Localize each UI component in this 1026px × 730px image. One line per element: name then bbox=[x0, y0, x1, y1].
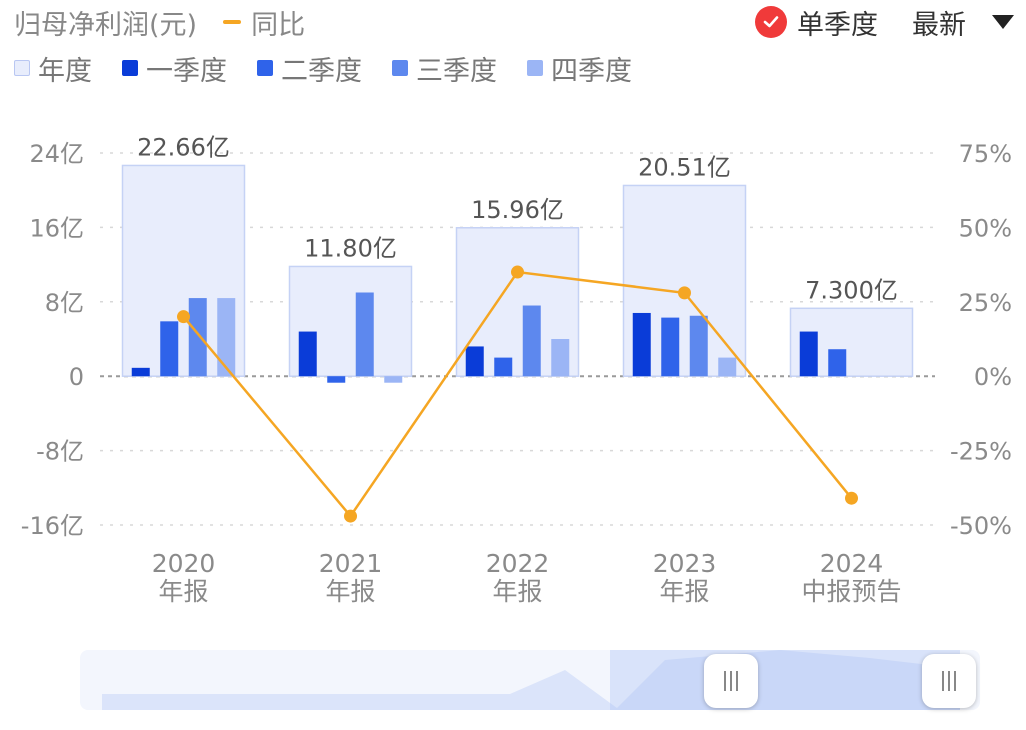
quarter-bar bbox=[384, 376, 403, 383]
quarter-bar bbox=[551, 339, 570, 377]
legend-label: 年度 bbox=[38, 55, 92, 87]
check-icon[interactable] bbox=[755, 6, 787, 38]
y-left-tick-label: 24亿 bbox=[29, 140, 84, 168]
quarter-bar bbox=[522, 305, 541, 377]
x-tick-label: 2021 bbox=[319, 549, 383, 578]
scroller-handle-left[interactable] bbox=[704, 654, 758, 708]
yoy-legend-swatch bbox=[223, 20, 242, 24]
annual-value-label: 7.300亿 bbox=[805, 276, 898, 304]
quarter-bar bbox=[718, 357, 737, 377]
y-right-tick-label: 25% bbox=[959, 289, 1012, 317]
y-left-tick-label: 0 bbox=[69, 363, 84, 391]
y-right-tick-label: 75% bbox=[959, 140, 1012, 168]
y-right-tick-label: -25% bbox=[950, 438, 1012, 466]
legend-swatch bbox=[122, 60, 138, 76]
x-tick-label: 2020 bbox=[152, 549, 216, 578]
quarter-bar bbox=[828, 349, 847, 377]
x-tick-label: 中报预告 bbox=[801, 577, 901, 606]
quarter-bar bbox=[355, 292, 374, 377]
legend-label: 四季度 bbox=[551, 55, 632, 87]
annual-value-label: 11.80亿 bbox=[304, 234, 397, 262]
y-left-tick-label: -8亿 bbox=[36, 438, 84, 466]
scroller-handle-right[interactable] bbox=[922, 654, 976, 708]
quarter-bar bbox=[160, 321, 179, 377]
annual-value-label: 20.51亿 bbox=[638, 153, 731, 181]
legend-item[interactable]: 二季度 bbox=[257, 49, 362, 88]
yoy-point bbox=[344, 509, 357, 523]
x-tick-label: 2024 bbox=[820, 549, 884, 578]
legend-label: 一季度 bbox=[146, 55, 227, 87]
legend-swatch bbox=[14, 60, 30, 76]
quarterly-toggle-label[interactable]: 单季度 bbox=[797, 9, 878, 41]
quarter-bar bbox=[689, 315, 708, 377]
chart-title: 归母净利润(元) bbox=[14, 9, 198, 41]
legend-label: 三季度 bbox=[416, 55, 497, 87]
legend-item[interactable]: 四季度 bbox=[527, 49, 632, 88]
legend-swatch bbox=[392, 60, 408, 76]
x-tick-label: 年报 bbox=[158, 577, 208, 606]
legend-label: 二季度 bbox=[281, 55, 362, 87]
y-right-tick-label: -50% bbox=[950, 512, 1012, 540]
quarter-bar bbox=[661, 317, 680, 377]
annual-value-label: 15.96亿 bbox=[471, 196, 564, 224]
chart-controls: 单季度 最新 bbox=[755, 2, 1014, 42]
quarter-bar bbox=[465, 346, 484, 377]
y-right-tick-label: 50% bbox=[959, 214, 1012, 242]
x-tick-label: 年报 bbox=[492, 577, 542, 606]
yoy-point bbox=[845, 491, 858, 505]
chart-plot: 24亿 16亿 8亿 0 -8亿 -16亿 75% 50% 25% 0% -25% -50% 22.66… bbox=[21, 133, 1012, 606]
range-scroller[interactable] bbox=[80, 650, 980, 710]
y-left-tick-label: 16亿 bbox=[29, 214, 84, 242]
x-tick-label: 年报 bbox=[659, 577, 709, 606]
legend-swatch bbox=[527, 60, 543, 76]
quarter-bar bbox=[131, 367, 150, 377]
quarter-bar bbox=[298, 331, 317, 377]
x-tick-label: 2023 bbox=[653, 549, 717, 578]
yoy-point bbox=[177, 310, 190, 324]
yoy-point bbox=[678, 286, 691, 300]
y-right-tick-label: 0% bbox=[974, 363, 1012, 391]
quarter-bar bbox=[799, 331, 818, 377]
quarter-bar bbox=[217, 298, 236, 377]
y-left-tick-label: -16亿 bbox=[21, 512, 84, 540]
legend-item[interactable]: 三季度 bbox=[392, 49, 497, 88]
chart-header: 归母净利润(元) 同比 bbox=[14, 2, 305, 42]
chevron-down-icon[interactable] bbox=[992, 15, 1014, 29]
sort-dropdown-label[interactable]: 最新 bbox=[912, 9, 966, 41]
x-tick-label: 2022 bbox=[486, 549, 550, 578]
quarter-bar bbox=[327, 376, 346, 383]
x-tick-label: 年报 bbox=[325, 577, 375, 606]
yoy-legend-label[interactable]: 同比 bbox=[251, 9, 306, 41]
legend-swatch bbox=[257, 60, 273, 76]
quarter-bar bbox=[494, 357, 513, 377]
annual-value-label: 22.66亿 bbox=[137, 133, 230, 161]
yoy-point bbox=[511, 265, 524, 279]
legend-item[interactable]: 年度 bbox=[14, 49, 92, 88]
quarter-bar bbox=[632, 312, 651, 377]
quarter-bar bbox=[188, 298, 207, 377]
bar-legend: 年度 一季度 二季度 三季度 四季度 bbox=[14, 48, 662, 88]
legend-item[interactable]: 一季度 bbox=[122, 49, 227, 88]
y-left-tick-label: 8亿 bbox=[45, 289, 84, 317]
